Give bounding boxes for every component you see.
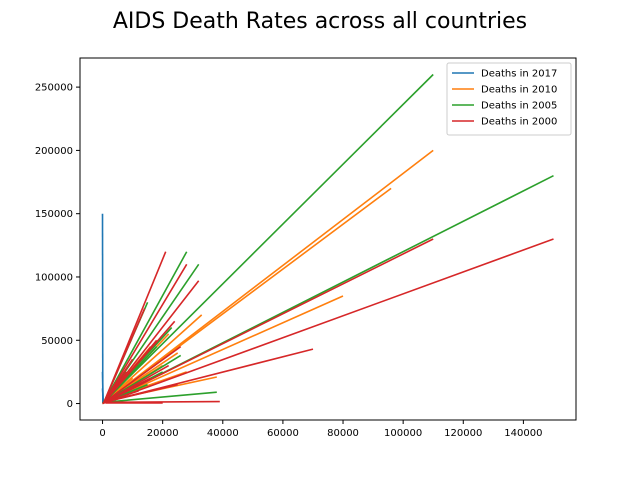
legend-label: Deaths in 2017: [481, 69, 557, 80]
series-0-line-2: [103, 388, 104, 403]
legend: Deaths in 2017 Deaths in 2010 Deaths in 20…: [447, 63, 571, 135]
y-tick-label: 150000: [35, 209, 73, 220]
x-tick-label: 0: [99, 428, 105, 439]
y-tick-label: 50000: [41, 336, 73, 347]
y-tick-label: 200000: [35, 146, 73, 157]
x-tick-label: 40000: [207, 428, 239, 439]
x-tick-label: 140000: [504, 428, 542, 439]
x-tick-label: 60000: [267, 428, 299, 439]
x-tick-label: 120000: [444, 428, 482, 439]
y-tick-label: 250000: [35, 83, 73, 94]
chart-title: AIDS Death Rates across all countries: [113, 9, 527, 34]
y-tick-label: 100000: [35, 272, 73, 283]
x-tick-label: 20000: [147, 428, 179, 439]
legend-label: Deaths in 2010: [481, 85, 557, 96]
x-tick-label: 80000: [327, 428, 359, 439]
y-tick-label: 0: [67, 399, 73, 410]
x-tick-label: 100000: [384, 428, 422, 439]
legend-label: Deaths in 2005: [481, 101, 557, 112]
legend-label: Deaths in 2000: [481, 117, 557, 128]
